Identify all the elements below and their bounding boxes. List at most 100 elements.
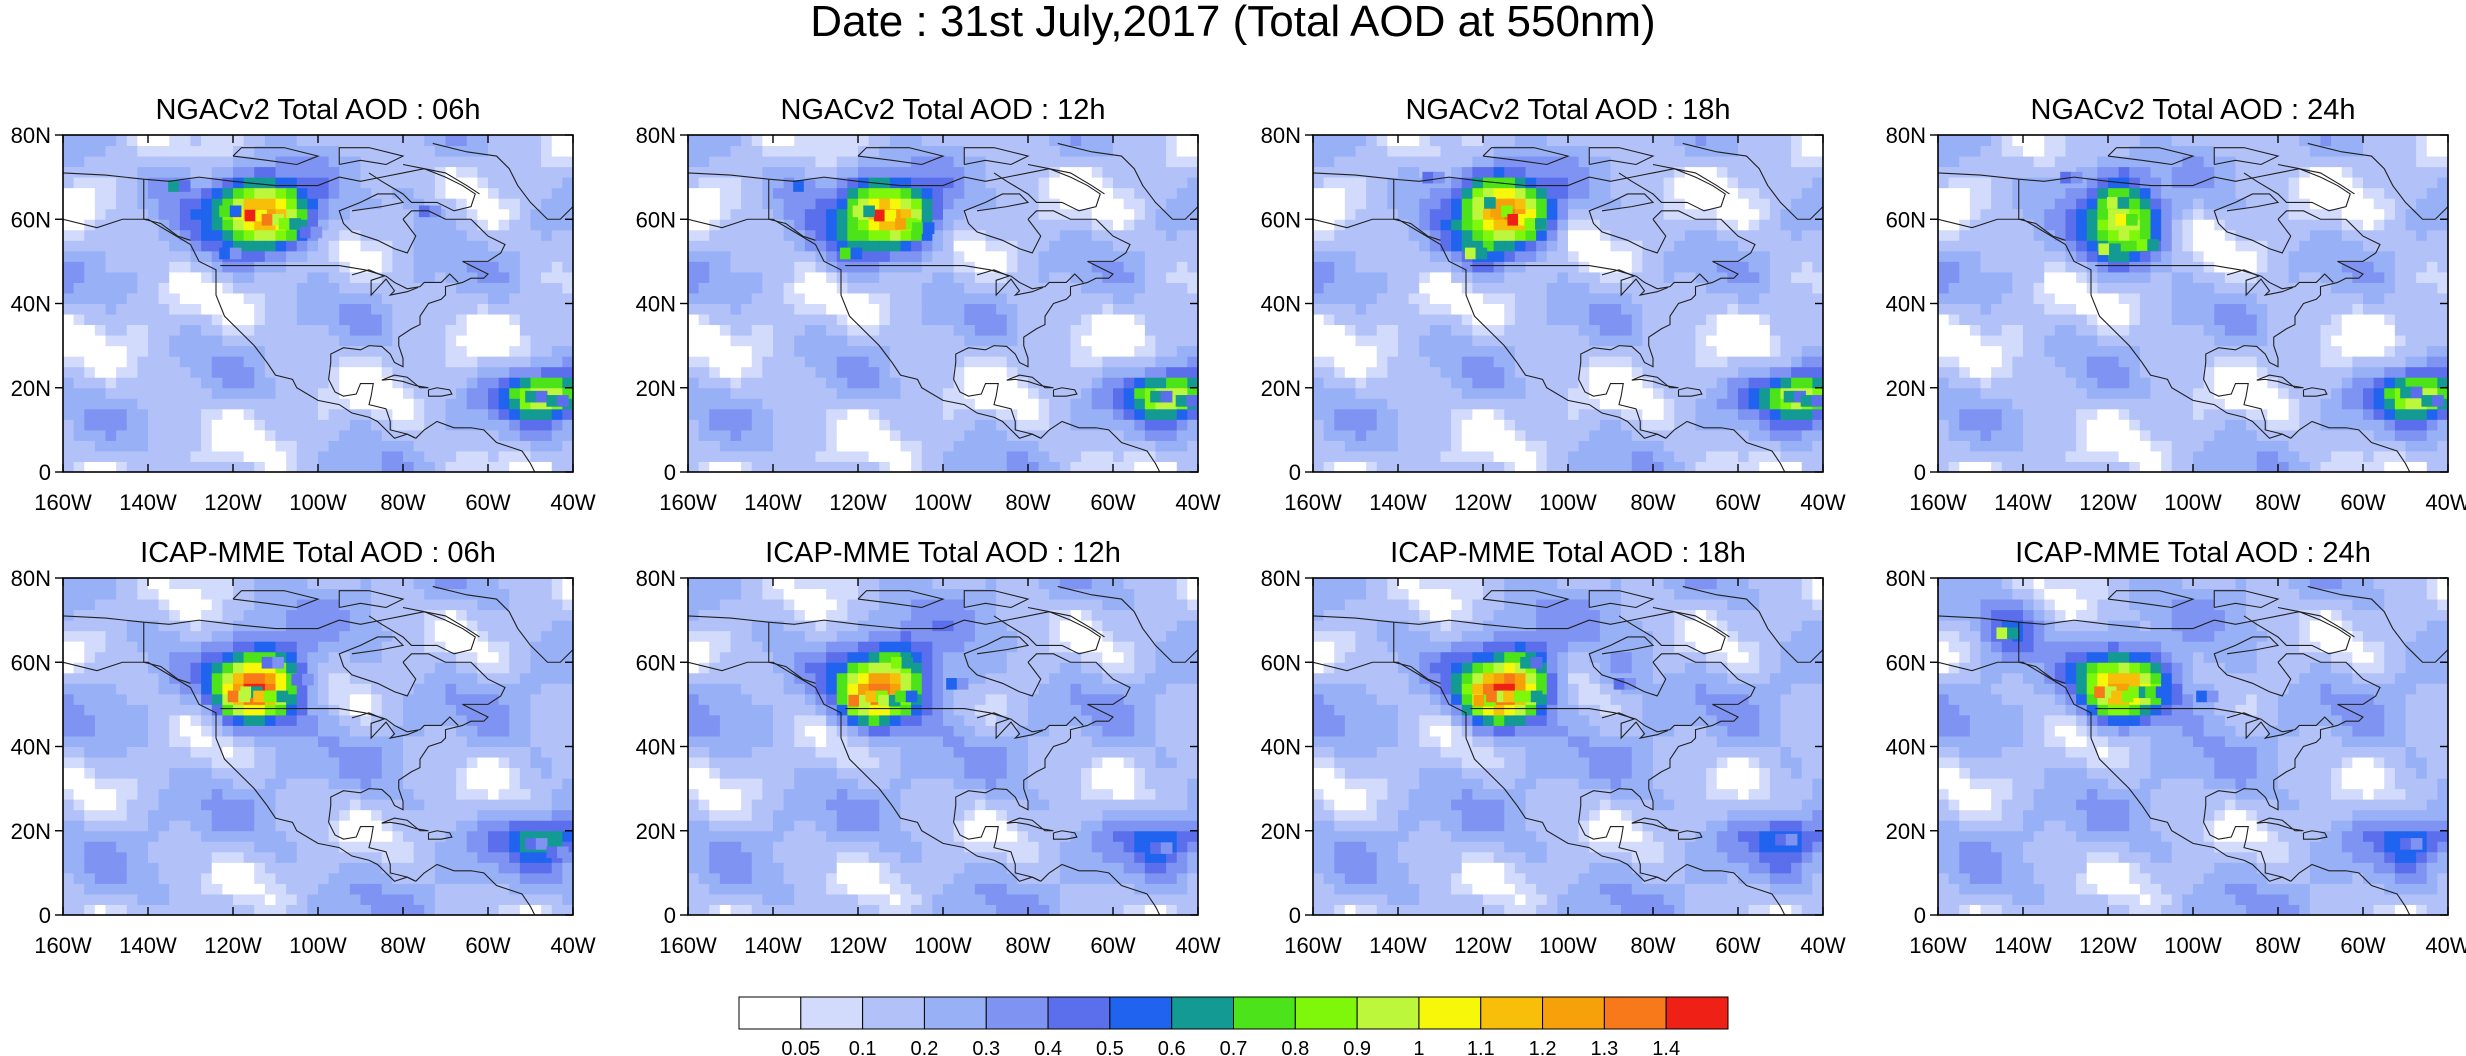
colorbar-label: 1.4 <box>1652 1038 1680 1056</box>
lon-tick-label: 160W <box>34 933 92 958</box>
aod-hotspot <box>289 218 301 230</box>
lat-tick-label: 0 <box>664 903 676 928</box>
lat-tick-label: 40N <box>1886 292 1926 317</box>
aod-hotspot <box>878 694 890 707</box>
lat-tick-label: 40N <box>11 735 51 760</box>
aod-hotspot <box>261 213 274 226</box>
lon-tick-label: 140W <box>1994 933 2052 958</box>
aod-hotspot <box>1785 833 1798 846</box>
lon-tick-label: 140W <box>119 490 177 515</box>
aod-hotspot <box>2117 197 2130 209</box>
aod-field <box>63 578 573 915</box>
map-panel-2: NGACv2 Total AOD : 12h 80N 60N 40N 20N 0 160W 1… <box>636 94 1221 515</box>
aod-hotspot <box>1800 395 1813 407</box>
lon-tick-label: 80W <box>380 490 425 515</box>
colorbar-label: 0.6 <box>1158 1038 1186 1056</box>
colorbar-swatch <box>1233 996 1296 1030</box>
lon-tick-label: 40W <box>550 490 595 515</box>
lon-tick-label: 60W <box>465 933 510 958</box>
aod-hotspot <box>905 218 918 230</box>
colorbar-swatch <box>1665 996 1729 1030</box>
map-panel-8: ICAP-MME Total AOD : 24h 80N 60N 40N 20N 0 160… <box>1886 537 2466 958</box>
colorbar: 0.05 0.1 0.2 0.3 0.4 0.5 0.6 0.7 0.8 0.9 1 1.1 1.2 1.… <box>738 996 1729 1056</box>
aod-hotspot <box>1996 627 2009 640</box>
lat-tick-label: 80N <box>1261 566 1301 591</box>
coastlines <box>1938 142 2448 472</box>
aod-hotspot <box>240 686 253 699</box>
lat-tick-label: 80N <box>1886 123 1926 148</box>
lat-tick-label: 60N <box>1261 207 1301 232</box>
lon-tick-label: 140W <box>744 490 802 515</box>
colorbar-swatch <box>1418 996 1482 1030</box>
aod-field <box>1313 135 1823 472</box>
aod-hotspot <box>1475 247 1488 260</box>
aod-hotspot <box>525 390 537 403</box>
colorbar-label: 0.3 <box>972 1038 1000 1056</box>
aod-field <box>1938 135 2448 472</box>
aod-hotspot <box>890 656 903 669</box>
aod-hotspot <box>310 226 323 239</box>
lat-tick-label: 20N <box>1886 376 1926 401</box>
aod-hotspot <box>956 678 969 690</box>
aod-hotspot <box>546 846 559 859</box>
aod-hotspot <box>557 395 569 407</box>
aod-hotspot <box>1518 213 1530 226</box>
lon-tick-label: 120W <box>1454 490 1512 515</box>
aod-hotspot <box>859 694 871 707</box>
aod-hotspot <box>2138 686 2151 699</box>
aod-hotspot <box>2421 395 2434 407</box>
lon-tick-label: 160W <box>34 490 92 515</box>
lat-tick-label: 0 <box>1289 460 1301 485</box>
lat-tick-label: 40N <box>11 292 51 317</box>
lat-tick-label: 80N <box>636 566 676 591</box>
aod-hotspot <box>1794 390 1806 403</box>
aod-hotspot <box>2111 690 2123 703</box>
colorbar-label: 1 <box>1413 1038 1424 1056</box>
lat-tick-label: 0 <box>1914 460 1926 485</box>
lon-tick-label: 100W <box>914 490 972 515</box>
lon-tick-label: 140W <box>1369 933 1427 958</box>
lon-tick-label: 100W <box>914 933 972 958</box>
aod-hotspot <box>888 694 901 707</box>
lat-tick-label: 20N <box>636 376 676 401</box>
aod-hotspot <box>1520 656 1532 669</box>
colorbar-label: 0.7 <box>1220 1038 1248 1056</box>
lon-tick-label: 140W <box>1369 490 1427 515</box>
lon-tick-label: 100W <box>2164 933 2222 958</box>
aod-hotspot <box>1613 678 1626 690</box>
lat-tick-label: 60N <box>1886 650 1926 675</box>
aod-hotspot <box>2410 386 2423 399</box>
aod-hotspot <box>1160 390 1173 403</box>
map-panel-1: NGACv2 Total AOD : 06h 80N 60N 40N 20N 0 160W 1… <box>11 94 596 515</box>
aod-hotspot <box>1473 197 1486 209</box>
aod-hotspot <box>219 247 231 260</box>
map-panel-5: ICAP-MME Total AOD : 06h 80N 60N 40N 20N 0 160… <box>11 537 596 958</box>
lat-tick-label: 80N <box>1886 566 1926 591</box>
aod-hotspot <box>525 838 537 850</box>
lon-tick-label: 160W <box>659 933 717 958</box>
aod-hotspot <box>535 838 548 850</box>
coastlines <box>1313 585 1823 915</box>
lon-tick-label: 60W <box>1090 933 1135 958</box>
lon-tick-label: 120W <box>829 490 887 515</box>
aod-hotspot <box>2128 686 2140 699</box>
lat-tick-label: 60N <box>11 650 51 675</box>
lat-tick-label: 40N <box>1261 292 1301 317</box>
lon-tick-label: 140W <box>744 933 802 958</box>
aod-hotspot <box>2115 213 2128 226</box>
aod-field <box>1313 578 1823 915</box>
lat-tick-label: 0 <box>1914 903 1926 928</box>
aod-hotspot <box>2094 686 2106 699</box>
aod-hotspot <box>535 390 548 403</box>
aod-hotspot <box>302 673 314 686</box>
aod-hotspot <box>848 694 861 707</box>
aod-hotspot <box>2121 690 2134 703</box>
lon-tick-label: 100W <box>289 490 347 515</box>
lon-tick-label: 60W <box>465 490 510 515</box>
panel-title: ICAP-MME Total AOD : 24h <box>2015 537 2371 569</box>
aod-hotspot <box>2007 627 2019 640</box>
aod-hotspot <box>557 846 569 859</box>
lon-tick-label: 80W <box>1005 490 1050 515</box>
coastlines <box>1313 142 1823 472</box>
aod-hotspot <box>261 656 274 669</box>
